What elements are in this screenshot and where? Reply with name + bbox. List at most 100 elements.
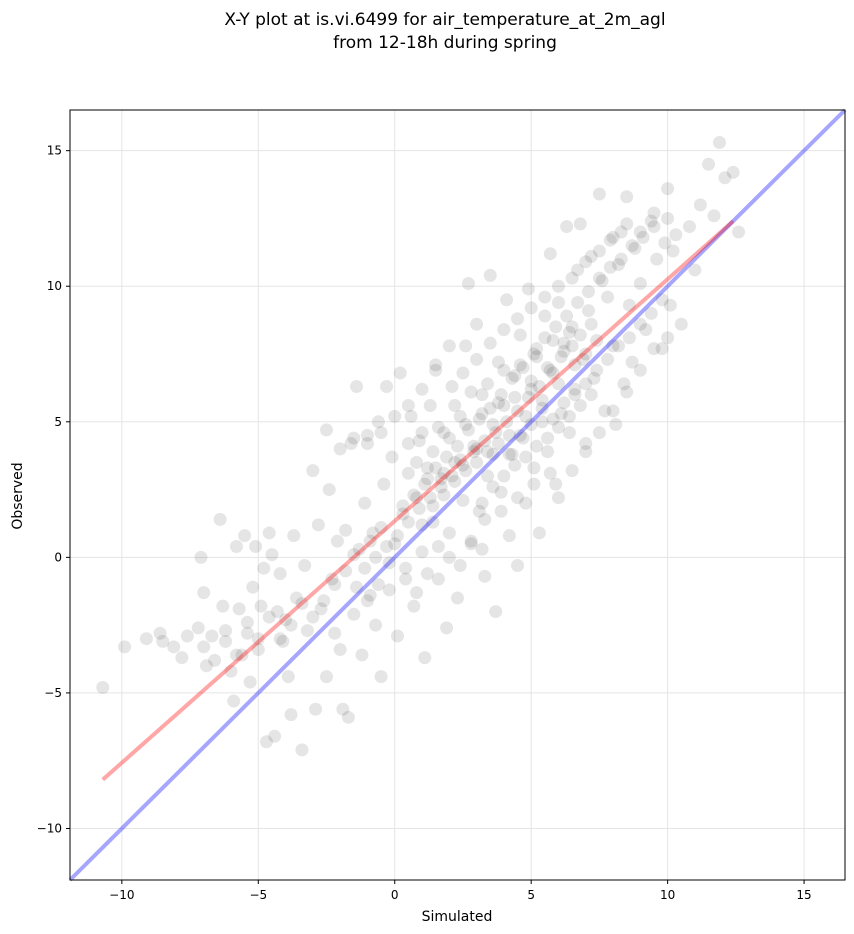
- data-point: [562, 426, 576, 440]
- data-point: [543, 363, 557, 377]
- data-point: [584, 388, 598, 402]
- data-point: [603, 233, 617, 247]
- data-point: [273, 632, 287, 646]
- data-point: [497, 399, 511, 413]
- data-point: [401, 466, 415, 480]
- data-point: [320, 423, 334, 437]
- data-point: [320, 670, 334, 684]
- data-points: [96, 136, 746, 757]
- data-point: [551, 296, 565, 309]
- data-point: [96, 681, 110, 694]
- data-point: [191, 621, 205, 635]
- data-point: [538, 290, 552, 304]
- data-point: [333, 442, 347, 456]
- data-point: [235, 648, 249, 662]
- data-point: [579, 255, 593, 269]
- data-point: [682, 220, 696, 234]
- data-point: [451, 439, 464, 453]
- data-point: [568, 382, 582, 396]
- data-point: [579, 445, 593, 459]
- data-point: [393, 366, 407, 380]
- data-point: [358, 496, 372, 510]
- data-point: [442, 550, 456, 564]
- plot-frame: [69, 109, 846, 881]
- data-point: [519, 450, 533, 464]
- data-point: [541, 431, 555, 445]
- data-point: [240, 615, 254, 629]
- data-point: [483, 401, 497, 415]
- data-point: [483, 336, 497, 350]
- data-point: [358, 561, 372, 575]
- data-point: [347, 431, 361, 445]
- data-point: [546, 366, 560, 380]
- data-point: [726, 165, 740, 179]
- data-point: [380, 540, 394, 554]
- data-point: [491, 436, 505, 450]
- data-point: [382, 556, 396, 570]
- data-point: [568, 388, 582, 402]
- data-point: [590, 363, 604, 377]
- data-point: [268, 729, 282, 743]
- data-point: [560, 220, 574, 234]
- data-point: [508, 458, 522, 472]
- data-point: [571, 263, 585, 277]
- data-point: [521, 282, 535, 296]
- data-point: [546, 333, 560, 347]
- data-point: [442, 431, 456, 445]
- data-point: [497, 363, 511, 377]
- data-point: [511, 491, 525, 505]
- data-point: [541, 361, 555, 375]
- data-point: [199, 659, 213, 673]
- data-point: [475, 388, 489, 402]
- data-point: [254, 599, 268, 613]
- data-point: [470, 352, 484, 366]
- data-point: [229, 648, 243, 662]
- data-point: [560, 309, 574, 323]
- data-point: [232, 602, 246, 616]
- data-point: [257, 561, 271, 575]
- data-point: [262, 610, 276, 624]
- x-tick-label: 10: [660, 888, 675, 902]
- data-point: [388, 409, 402, 423]
- data-point: [519, 409, 533, 423]
- data-point: [647, 206, 661, 220]
- data-point: [284, 618, 298, 632]
- data-point: [622, 331, 636, 345]
- data-point: [453, 409, 467, 423]
- data-point: [527, 461, 541, 475]
- data-point: [470, 442, 484, 456]
- data-point: [674, 317, 688, 331]
- data-point: [377, 477, 391, 491]
- data-point: [592, 271, 606, 285]
- data-point: [325, 572, 339, 586]
- data-point: [718, 171, 732, 185]
- data-point: [565, 464, 579, 478]
- data-point: [551, 491, 565, 505]
- data-point: [614, 225, 628, 239]
- data-point: [374, 521, 388, 535]
- data-point: [350, 580, 364, 594]
- data-point: [360, 428, 374, 442]
- data-point: [153, 626, 167, 640]
- data-point: [546, 412, 560, 426]
- data-point: [557, 344, 571, 358]
- data-point: [535, 401, 549, 415]
- data-point: [347, 548, 361, 562]
- data-point: [295, 596, 309, 610]
- data-point: [426, 445, 440, 459]
- data-point: [551, 279, 565, 293]
- data-point: [491, 396, 505, 410]
- grid-lines: [70, 110, 845, 880]
- data-point: [584, 317, 598, 331]
- data-point: [328, 577, 342, 591]
- data-point: [399, 561, 413, 575]
- data-point: [647, 342, 661, 356]
- data-point: [606, 339, 620, 353]
- data-point: [360, 436, 374, 450]
- data-point: [478, 434, 492, 448]
- data-point: [284, 708, 298, 722]
- data-point: [440, 621, 454, 635]
- data-point: [669, 228, 683, 242]
- data-point: [500, 415, 514, 429]
- data-point: [281, 670, 295, 684]
